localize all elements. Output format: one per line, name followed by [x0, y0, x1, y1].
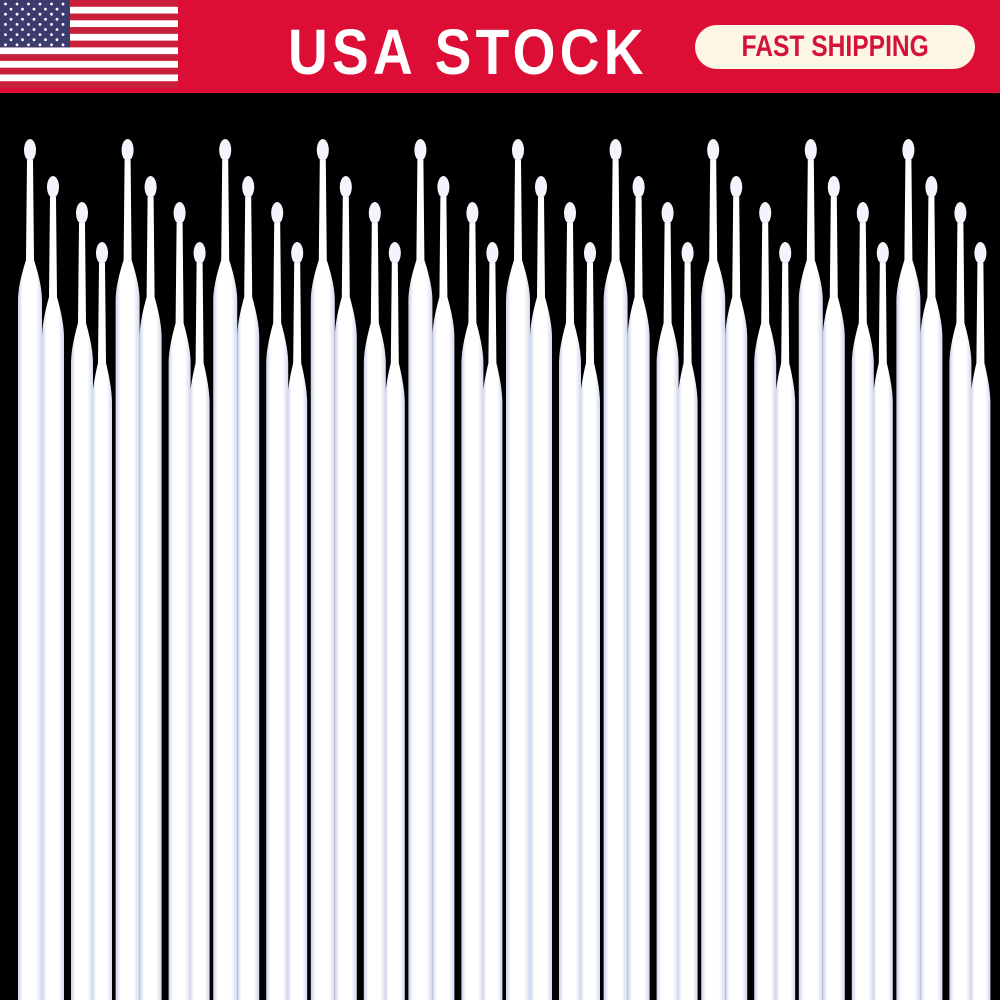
brush-tip — [173, 202, 186, 224]
brush-tip — [193, 242, 206, 264]
microbrush-stick — [798, 139, 823, 1000]
microbrush-stick — [92, 242, 112, 1000]
brush-tip — [759, 202, 772, 224]
brush-tip — [219, 139, 232, 161]
microbrush-stick — [559, 202, 581, 1000]
microbrush-stick — [603, 139, 628, 1000]
brush-tip — [339, 176, 352, 198]
brush-tip — [707, 139, 720, 161]
fast-shipping-label: FAST SHIPPING — [741, 30, 929, 63]
brush-tip — [512, 139, 524, 161]
brush-tip — [804, 139, 817, 161]
brush-tip — [609, 139, 622, 161]
microbrush-stick — [408, 139, 433, 1000]
microbrush-stick — [189, 242, 210, 1000]
us-flag-icon — [0, 0, 178, 88]
brush-tip — [564, 202, 576, 224]
microbrush-stick — [168, 202, 191, 1000]
microbrush-stick — [18, 139, 42, 1000]
brush-tip — [827, 176, 840, 198]
brush-tip — [271, 202, 284, 224]
promo-banner: USA STOCK FAST SHIPPING — [0, 0, 1000, 93]
microbrush-stick — [530, 176, 552, 1000]
microbrush-stick — [139, 176, 162, 1000]
brush-tip — [856, 202, 869, 224]
brush-tip — [632, 176, 645, 198]
microbrush-stick — [677, 242, 698, 1000]
microbrush-stick — [363, 202, 386, 1000]
microbrush-stick — [42, 176, 64, 1000]
brush-tip — [681, 242, 694, 264]
microbrush-stick — [970, 242, 991, 1000]
brush-tip — [974, 242, 987, 264]
brush-tip — [876, 242, 889, 264]
microbrush-stick — [949, 202, 972, 1000]
brush-tip — [902, 139, 915, 161]
brush-tip — [661, 202, 674, 224]
microbrush-stick — [580, 242, 600, 1000]
microbrush-stick — [237, 176, 260, 1000]
brush-tip — [954, 202, 967, 224]
brush-tip — [144, 176, 157, 198]
brush-tip — [242, 176, 255, 198]
brush-tip — [466, 202, 479, 224]
microbrush-stick — [701, 139, 726, 1000]
microbrush-stick — [461, 202, 484, 1000]
product-photo-microbrushes — [18, 139, 991, 1000]
brush-tip — [486, 242, 499, 264]
microbrush-stick — [725, 176, 748, 1000]
microbrush-stick — [213, 139, 238, 1000]
microbrush-stick — [115, 139, 140, 1000]
brush-tip — [388, 242, 401, 264]
microbrush-stick — [287, 242, 308, 1000]
microbrush-stick — [384, 242, 405, 1000]
microbrush-stick — [754, 202, 777, 1000]
microbrush-stick — [872, 242, 893, 1000]
brush-tip — [414, 139, 427, 161]
microbrush-stick — [71, 202, 93, 1000]
brush-tip — [291, 242, 304, 264]
microbrush-stick — [310, 139, 335, 1000]
brush-tip — [584, 242, 596, 264]
microbrush-stick — [851, 202, 874, 1000]
brush-tip — [368, 202, 381, 224]
microbrush-stick — [334, 176, 357, 1000]
usa-stock-headline: USA STOCK — [288, 16, 648, 88]
microbrush-stick — [920, 176, 943, 1000]
brush-tip — [76, 202, 88, 224]
microbrush-stick — [432, 176, 455, 1000]
microbrush-stick — [506, 139, 530, 1000]
microbrush-stick — [627, 176, 650, 1000]
microbrush-stick — [822, 176, 845, 1000]
brush-tip — [925, 176, 938, 198]
brush-tip — [437, 176, 450, 198]
brush-tip — [96, 242, 108, 264]
microbrush-stick — [266, 202, 289, 1000]
fast-shipping-badge: FAST SHIPPING — [695, 25, 975, 69]
brush-tip — [121, 139, 134, 161]
microbrush-stick — [896, 139, 921, 1000]
brush-tip — [535, 176, 547, 198]
brush-tip — [779, 242, 792, 264]
brush-tip — [730, 176, 743, 198]
brush-tip — [47, 176, 59, 198]
brush-tip — [24, 139, 36, 161]
brush-tip — [316, 139, 329, 161]
microbrush-stick — [775, 242, 796, 1000]
microbrush-stick — [656, 202, 679, 1000]
microbrush-stick — [482, 242, 503, 1000]
